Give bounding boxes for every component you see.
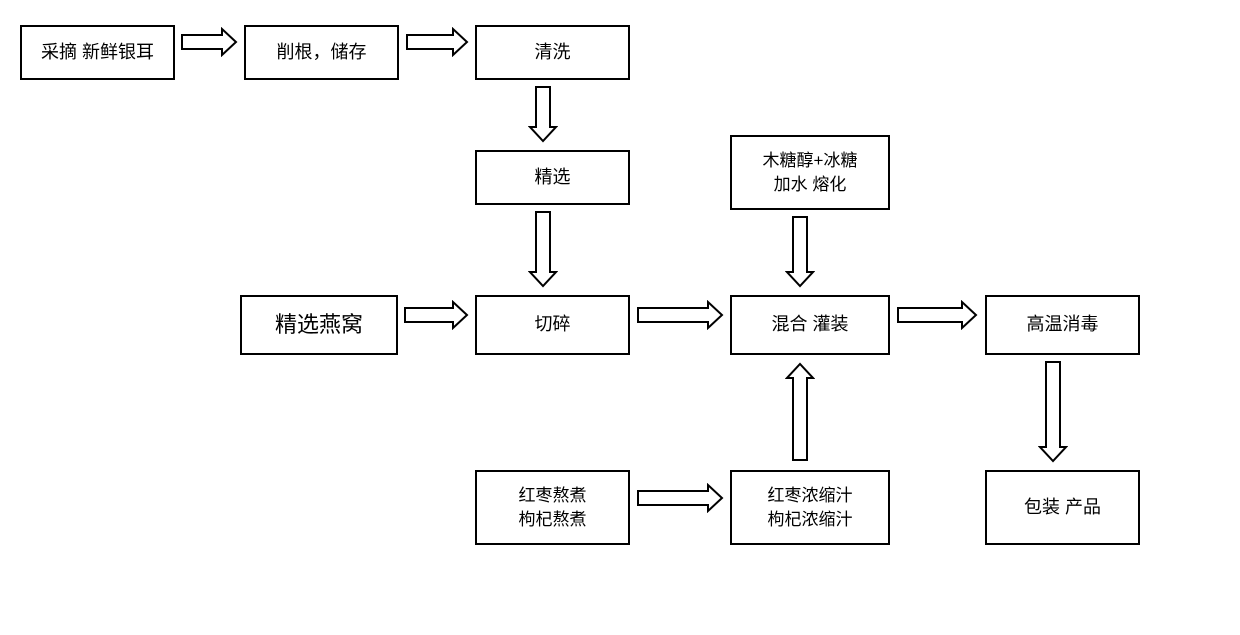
arrow-n8-n9: [896, 300, 978, 330]
node-n2: 削根，储存: [244, 25, 399, 80]
arrow-n1-n2: [180, 27, 238, 57]
node-n1: 采摘 新鲜银耳: [20, 25, 175, 80]
arrow-n4-n7: [528, 210, 558, 288]
arrow-n7-n8: [636, 300, 724, 330]
arrow-n6-n7: [403, 300, 469, 330]
node-n6: 精选燕窝: [240, 295, 398, 355]
flowchart-canvas: 采摘 新鲜银耳 削根，储存 清洗精选 木糖醇+冰糖 加水 熔化精选燕窝 切碎 混合 灌装 高…: [0, 0, 1240, 635]
arrow-n5-n8: [785, 215, 815, 288]
node-n10: 红枣熬煮 枸杞熬煮: [475, 470, 630, 545]
arrow-n2-n3: [405, 27, 469, 57]
arrow-n9-n12: [1038, 360, 1068, 463]
node-n9: 高温消毒: [985, 295, 1140, 355]
node-n4: 精选: [475, 150, 630, 205]
arrow-n3-n4: [528, 85, 558, 143]
node-n3: 清洗: [475, 25, 630, 80]
node-n8: 混合 灌装: [730, 295, 890, 355]
arrow-n10-n11: [636, 483, 724, 513]
node-n7: 切碎: [475, 295, 630, 355]
node-n12: 包装 产品: [985, 470, 1140, 545]
node-n11: 红枣浓缩汁 枸杞浓缩汁: [730, 470, 890, 545]
node-n5: 木糖醇+冰糖 加水 熔化: [730, 135, 890, 210]
arrow-n11-n8: [785, 362, 815, 462]
